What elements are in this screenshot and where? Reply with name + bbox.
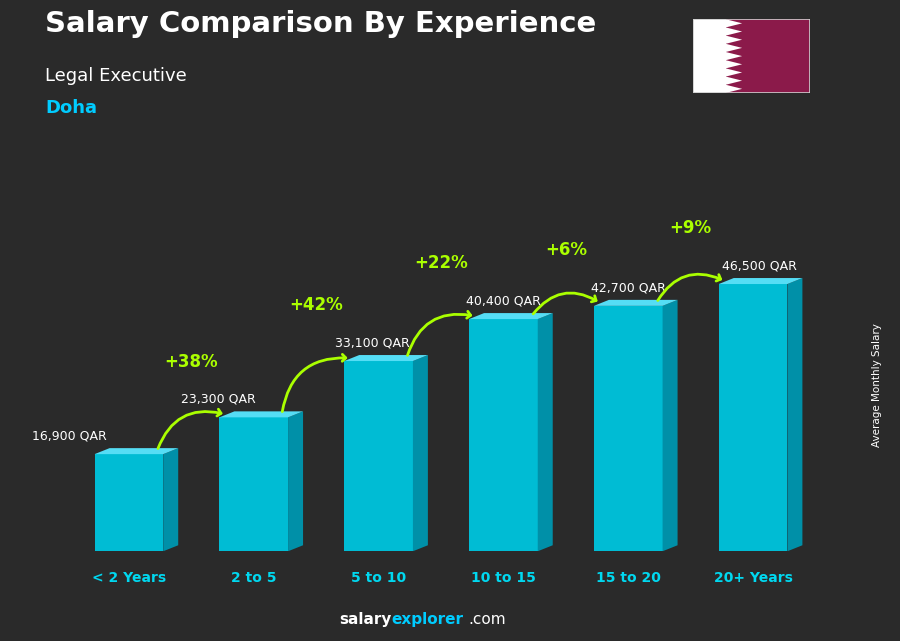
Polygon shape [220, 412, 303, 417]
Text: Average Monthly Salary: Average Monthly Salary [872, 322, 883, 447]
Polygon shape [413, 355, 428, 551]
Text: 5 to 10: 5 to 10 [351, 571, 406, 585]
Text: 46,500 QAR: 46,500 QAR [722, 260, 796, 272]
Text: 33,100 QAR: 33,100 QAR [335, 337, 410, 349]
Text: < 2 Years: < 2 Years [92, 571, 166, 585]
Text: 20+ Years: 20+ Years [714, 571, 793, 585]
Polygon shape [725, 52, 742, 60]
Polygon shape [344, 361, 413, 551]
Polygon shape [725, 60, 742, 69]
Polygon shape [94, 448, 178, 454]
Polygon shape [725, 44, 742, 52]
Text: .com: .com [468, 612, 506, 627]
Text: Salary Comparison By Experience: Salary Comparison By Experience [45, 10, 596, 38]
Polygon shape [788, 278, 803, 551]
Text: 40,400 QAR: 40,400 QAR [466, 295, 541, 308]
Polygon shape [725, 36, 742, 44]
Polygon shape [469, 319, 538, 551]
Text: Legal Executive: Legal Executive [45, 67, 187, 85]
Text: +6%: +6% [544, 241, 587, 259]
Text: explorer: explorer [392, 612, 464, 627]
Text: +42%: +42% [289, 296, 343, 314]
Polygon shape [662, 300, 678, 551]
Text: 16,900 QAR: 16,900 QAR [32, 429, 106, 443]
Text: +22%: +22% [414, 254, 468, 272]
Polygon shape [163, 448, 178, 551]
Text: 42,700 QAR: 42,700 QAR [590, 281, 666, 294]
Text: Doha: Doha [45, 99, 97, 117]
Polygon shape [538, 313, 553, 551]
Polygon shape [469, 313, 553, 319]
Polygon shape [719, 278, 803, 284]
Polygon shape [693, 19, 810, 93]
Polygon shape [693, 19, 725, 93]
Polygon shape [725, 28, 742, 36]
Polygon shape [94, 454, 163, 551]
Text: +9%: +9% [670, 219, 712, 237]
Text: 2 to 5: 2 to 5 [231, 571, 276, 585]
Polygon shape [725, 69, 742, 76]
Polygon shape [725, 85, 742, 93]
Text: 23,300 QAR: 23,300 QAR [182, 393, 256, 406]
Polygon shape [594, 306, 662, 551]
Text: +38%: +38% [165, 353, 218, 370]
Text: 15 to 20: 15 to 20 [596, 571, 661, 585]
Polygon shape [725, 19, 742, 28]
Text: salary: salary [339, 612, 392, 627]
Polygon shape [594, 300, 678, 306]
Polygon shape [725, 76, 742, 85]
Polygon shape [288, 412, 303, 551]
Polygon shape [220, 417, 288, 551]
Polygon shape [344, 355, 428, 361]
Polygon shape [719, 284, 788, 551]
Text: 10 to 15: 10 to 15 [471, 571, 536, 585]
